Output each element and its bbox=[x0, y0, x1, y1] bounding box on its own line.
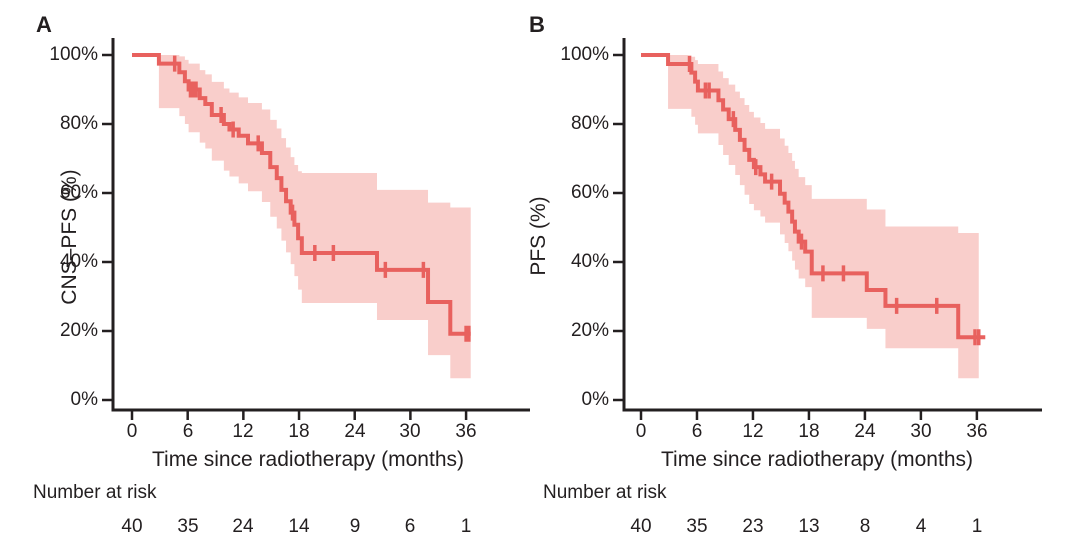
panel-b-ytick-20: 20% bbox=[570, 320, 609, 341]
panel-b-ytick-80: 80% bbox=[570, 113, 609, 134]
panel-b-confidence-band bbox=[668, 55, 979, 379]
panel-a-xtick-6: 6 bbox=[182, 421, 194, 442]
panel-b-letter: B bbox=[529, 12, 545, 37]
panel-b-y-axis-label: PFS (%) bbox=[527, 196, 550, 276]
panel-b-risk-0: 40 bbox=[630, 516, 652, 537]
panel-a-xtick-18: 18 bbox=[288, 421, 310, 442]
panel-a-ytick-60: 60% bbox=[59, 182, 98, 203]
panel-b-risk-18: 13 bbox=[798, 516, 820, 537]
panel-a-tick-marks bbox=[102, 53, 468, 420]
panel-a-y-axis-label: CNS–PFS (%) bbox=[58, 169, 81, 305]
panel-b-censor-marks bbox=[687, 55, 981, 346]
panel-a-risk-table-label: Number at risk bbox=[33, 482, 157, 503]
panel-b-risk-36: 1 bbox=[971, 516, 983, 537]
panel-b-ytick-60: 60% bbox=[570, 182, 609, 203]
panel-b-tick-marks bbox=[613, 53, 979, 420]
panel-b-xtick-36: 36 bbox=[966, 421, 988, 442]
panel-a-x-axis-label: Time since radiotherapy (months) bbox=[151, 448, 464, 471]
panel-a-risk-24: 9 bbox=[349, 516, 361, 537]
panel-a-ytick-20: 20% bbox=[59, 320, 98, 341]
panel-b-xtick-18: 18 bbox=[798, 421, 820, 442]
panel-a-ytick-40: 40% bbox=[59, 251, 98, 272]
panel-b-x-axis-label: Time since radiotherapy (months) bbox=[660, 448, 973, 471]
panel-a-censor-marks bbox=[172, 55, 471, 342]
panel-a-ytick-100: 100% bbox=[49, 44, 98, 65]
panel-b-axes bbox=[622, 38, 1042, 412]
panel-a-xtick-24: 24 bbox=[344, 421, 366, 442]
panel-b-xtick-30: 30 bbox=[910, 421, 932, 442]
panel-b-xtick-0: 0 bbox=[635, 421, 647, 442]
panel-a-risk-0: 40 bbox=[121, 516, 143, 537]
panel-b-risk-30: 4 bbox=[915, 516, 927, 537]
panel-a-xtick-36: 36 bbox=[455, 421, 477, 442]
panel-a-xtick-30: 30 bbox=[399, 421, 421, 442]
panel-a-risk-12: 24 bbox=[232, 516, 254, 537]
panel-b-xtick-6: 6 bbox=[691, 421, 703, 442]
panel-b-ytick-40: 40% bbox=[570, 251, 609, 272]
panel-a-plot bbox=[102, 38, 530, 420]
panel-b-risk-12: 23 bbox=[742, 516, 764, 537]
panel-b-xtick-12: 12 bbox=[742, 421, 764, 442]
panel-a-km-curve bbox=[132, 53, 471, 336]
panel-b-risk-24: 8 bbox=[859, 516, 871, 537]
panel-b-risk-table-label: Number at risk bbox=[543, 482, 667, 503]
panel-a-axes bbox=[111, 38, 530, 412]
panel-a-xtick-0: 0 bbox=[126, 421, 138, 442]
panel-a-risk-6: 35 bbox=[177, 516, 199, 537]
panel-a-risk-30: 6 bbox=[404, 516, 416, 537]
panel-b-plot bbox=[613, 38, 1042, 420]
panel-a-ytick-80: 80% bbox=[59, 113, 98, 134]
panel-b-ytick-100: 100% bbox=[560, 44, 609, 65]
panel-a-xtick-12: 12 bbox=[232, 421, 254, 442]
panel-b-xtick-24: 24 bbox=[854, 421, 876, 442]
panel-a-letter: A bbox=[36, 12, 52, 37]
panel-b-risk-6: 35 bbox=[686, 516, 708, 537]
panel-a-risk-18: 14 bbox=[288, 516, 310, 537]
panel-b-ytick-0: 0% bbox=[581, 389, 609, 410]
panel-a-risk-36: 1 bbox=[460, 516, 472, 537]
panel-a-ytick-0: 0% bbox=[70, 389, 98, 410]
